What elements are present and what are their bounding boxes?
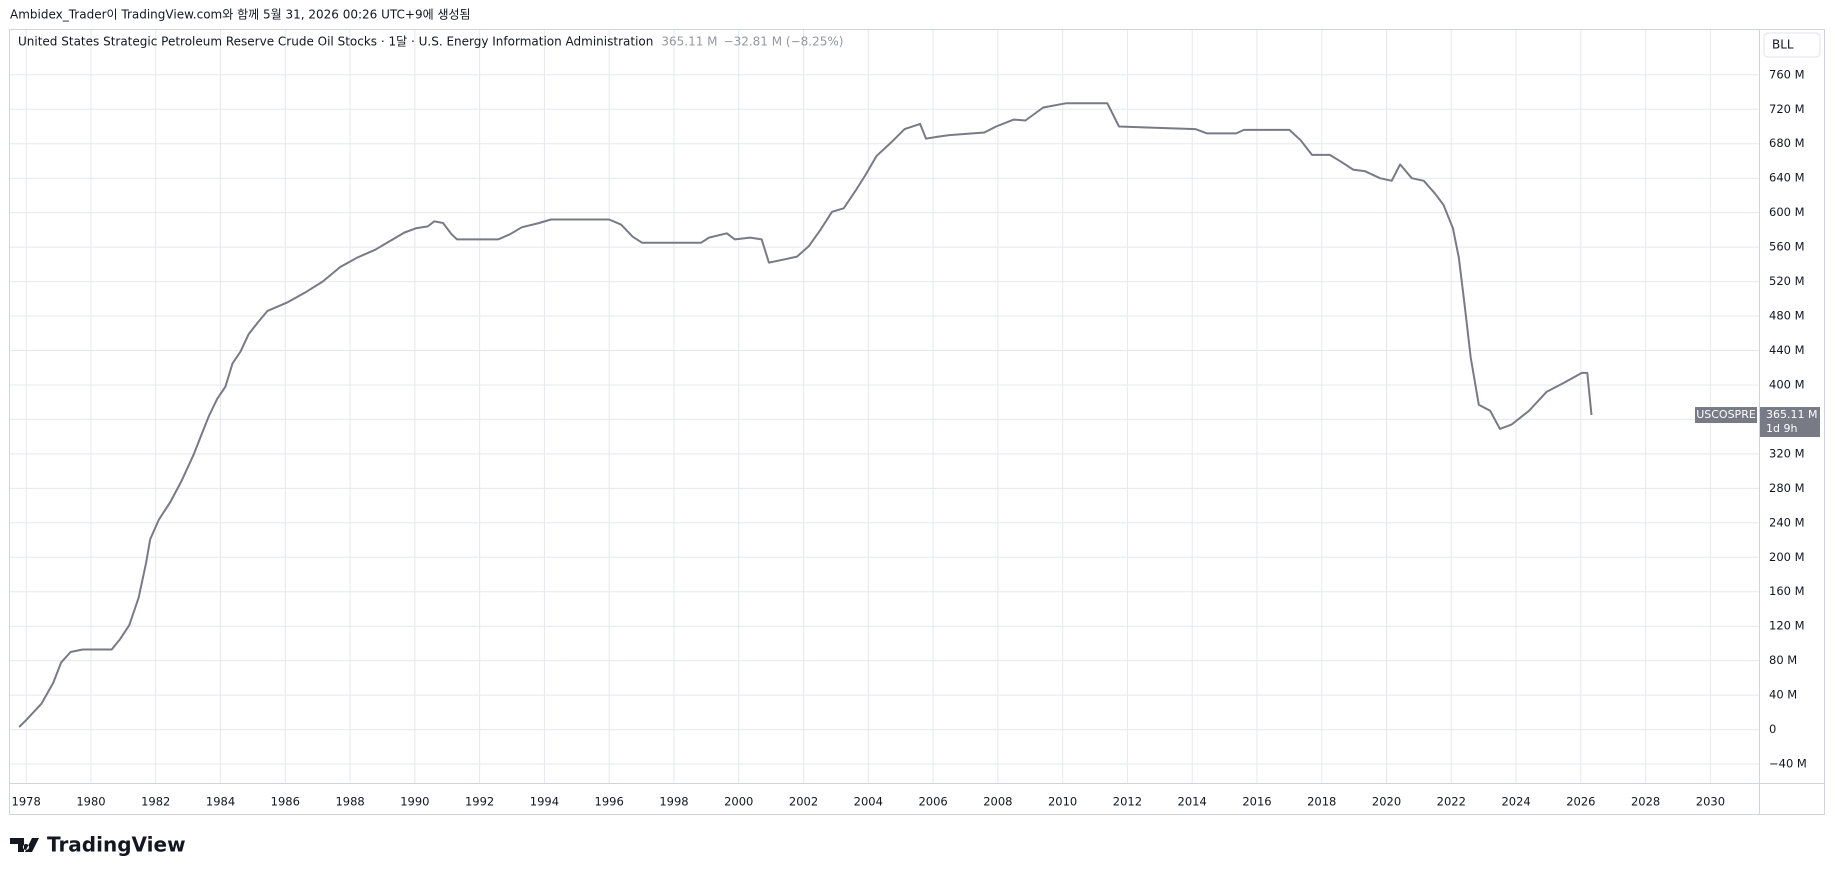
chart-frame: [9, 29, 1825, 815]
y-tick-label: 560 M: [1769, 240, 1805, 254]
y-tick-label: 760 M: [1769, 67, 1805, 81]
series-tag-bg: [1695, 407, 1757, 424]
y-tick-label: 240 M: [1769, 515, 1805, 529]
x-tick-label: 1988: [335, 795, 364, 809]
y-tick-label: 40 M: [1769, 688, 1797, 702]
y-tick-label: 400 M: [1769, 377, 1805, 391]
unit-button[interactable]: [1763, 32, 1821, 58]
x-tick-label: 1984: [206, 795, 235, 809]
grid: [10, 30, 1759, 783]
x-tick-label: 2010: [1048, 795, 1077, 809]
y-tick-label: 280 M: [1769, 481, 1805, 495]
x-tick-label: 2030: [1696, 795, 1725, 809]
price-tag: 365.11 M: [1766, 408, 1817, 421]
x-tick-label: 2004: [854, 795, 883, 809]
y-tick-label: −40 M: [1769, 757, 1807, 771]
x-tick-label: 2028: [1631, 795, 1660, 809]
x-tick-label: 1986: [271, 795, 300, 809]
x-tick-label: 2012: [1113, 795, 1142, 809]
x-tick-label: 2008: [983, 795, 1012, 809]
unit-button-label[interactable]: BLL: [1772, 38, 1794, 52]
legend-change: −32.81 M (−8.25%): [724, 35, 844, 49]
y-tick-label: 120 M: [1769, 619, 1805, 633]
y-tick-label: 480 M: [1769, 309, 1805, 323]
y-tick-label: 600 M: [1769, 205, 1805, 219]
x-tick-label: 1990: [400, 795, 429, 809]
y-tick-label: 720 M: [1769, 102, 1805, 116]
x-tick-label: 2018: [1307, 795, 1336, 809]
y-tick-label: 0: [1769, 722, 1776, 736]
y-tick-label: 440 M: [1769, 343, 1805, 357]
x-tick-label: 1982: [141, 795, 170, 809]
x-tick-label: 1996: [595, 795, 624, 809]
x-tick-label: 2016: [1242, 795, 1271, 809]
line-series: [18, 102, 1593, 728]
legend-value: 365.11 M: [661, 35, 717, 49]
y-tick-label: 320 M: [1769, 446, 1805, 460]
chart-title: United States Strategic Petroleum Reserv…: [18, 35, 653, 49]
countdown: 1d 9h: [1766, 422, 1797, 435]
x-tick-label: 2024: [1501, 795, 1530, 809]
x-tick-label: 2002: [789, 795, 818, 809]
x-tick-label: 2006: [918, 795, 947, 809]
series-tag: USCOSPRE: [1696, 408, 1756, 421]
x-tick-label: 2014: [1178, 795, 1207, 809]
price-tag-bg: [1760, 407, 1820, 438]
brand-logo: [10, 838, 39, 852]
y-tick-label: 640 M: [1769, 171, 1805, 185]
x-tick-label: 2026: [1566, 795, 1595, 809]
x-tick-label: 2000: [724, 795, 753, 809]
x-tick-label: 1980: [76, 795, 105, 809]
x-tick-label: 1994: [530, 795, 559, 809]
x-tick-label: 1992: [465, 795, 494, 809]
y-tick-label: 80 M: [1769, 653, 1797, 667]
y-tick-label: 680 M: [1769, 136, 1805, 150]
y-tick-label: 520 M: [1769, 274, 1805, 288]
x-tick-label: 2020: [1372, 795, 1401, 809]
y-tick-label: 160 M: [1769, 584, 1805, 598]
brand: TradingView: [47, 833, 186, 857]
x-tick-label: 1978: [12, 795, 41, 809]
y-tick-label: 200 M: [1769, 550, 1805, 564]
x-tick-label: 1998: [659, 795, 688, 809]
x-tick-label: 2022: [1437, 795, 1466, 809]
header: Ambidex_Trader이 TradingView.com와 함께 5월 3…: [10, 8, 471, 22]
